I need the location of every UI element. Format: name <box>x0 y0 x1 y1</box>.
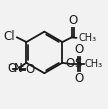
Text: O: O <box>7 62 16 75</box>
Text: Cl: Cl <box>4 30 15 43</box>
Text: N: N <box>14 62 23 75</box>
Text: O: O <box>74 72 83 84</box>
Text: +: + <box>18 62 24 71</box>
Text: O: O <box>65 57 75 70</box>
Text: ⁻: ⁻ <box>8 62 12 71</box>
Text: CH₃: CH₃ <box>78 33 97 43</box>
Text: O: O <box>25 63 35 76</box>
Text: S: S <box>74 57 82 70</box>
Text: O: O <box>68 14 77 27</box>
Text: CH₃: CH₃ <box>84 59 102 69</box>
Text: O: O <box>74 43 83 56</box>
